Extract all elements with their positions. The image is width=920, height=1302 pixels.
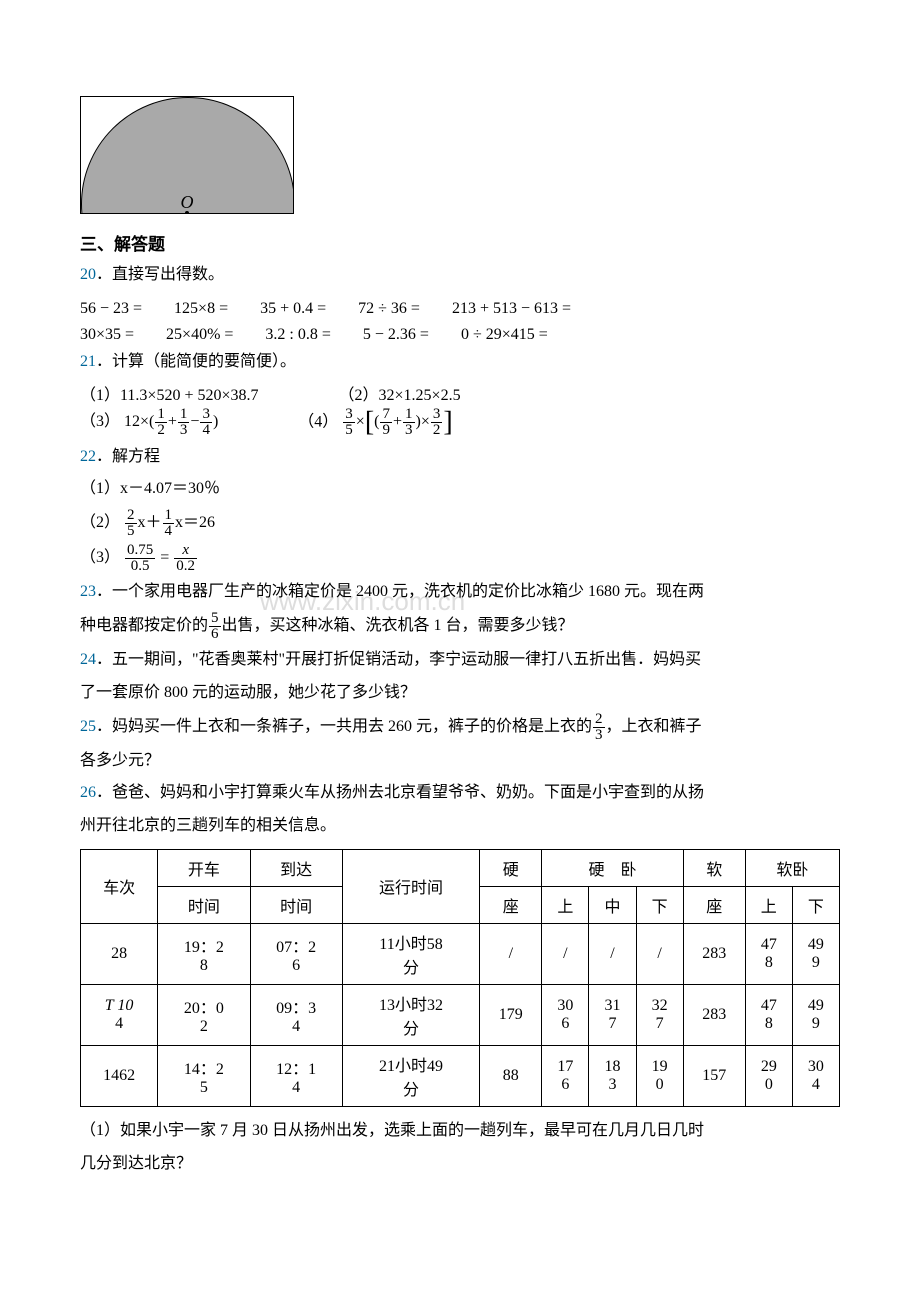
q24-num: 24 — [80, 651, 96, 668]
q26-text1: ．爸爸、妈妈和小宇打算乘火车从扬州去北京看望爷爷、奶奶。下面是小宇查到的从扬 — [96, 784, 704, 801]
q22-p2-label: （2） — [80, 514, 120, 531]
th-hard-sleeper: 硬 卧 — [542, 849, 683, 886]
th-duration: 运行时间 — [342, 849, 479, 923]
th-arrive-a: 到达 — [250, 849, 342, 886]
q22-num: 22 — [80, 448, 96, 465]
q24-line2: 了一套原价 800 元的运动服，她少花了多少钱？ — [80, 679, 840, 708]
q21-p3: （3） 12×(12+13−34) — [80, 407, 218, 439]
q26-sub1a: （1）如果小宇一家 7 月 30 日从扬州出发，选乘上面的一趟列车，最早可在几月… — [80, 1117, 840, 1146]
q23-wrap: www.zixin.com.cn 23．一个家用电器厂生产的冰箱定价是 2400… — [80, 578, 840, 642]
q21-row2: （3） 12×(12+13−34) （4） 35×[(79+13)×32] — [80, 407, 840, 439]
section-3-title: 三、解答题 — [80, 230, 840, 255]
th-arrive-b: 时间 — [250, 886, 342, 923]
table-header-row1: 车次 开车 到达 运行时间 硬 硬 卧 软 软卧 — [81, 849, 840, 886]
th-depart-a: 开车 — [158, 849, 250, 886]
th-soft-sleeper: 软卧 — [745, 849, 839, 886]
q22-p1-label: （1） — [80, 480, 120, 497]
q23-line2: 种电器都按定价的56出售，买这种冰箱、洗衣机各 1 台，需要多少钱？ — [80, 611, 840, 642]
q21-p4-expr: 35×[(79+13)×32] — [342, 413, 452, 430]
o-label: O — [181, 192, 194, 213]
q26-sub1b: 几分到达北京？ — [80, 1150, 840, 1179]
q23-line1: 23．一个家用电器厂生产的冰箱定价是 2400 元，洗衣机的定价比冰箱少 168… — [80, 578, 840, 607]
q23-text1: ．一个家用电器厂生产的冰箱定价是 2400 元，洗衣机的定价比冰箱少 1680 … — [96, 583, 704, 600]
q22-p1: （1）x－4.07＝30％ — [80, 475, 840, 504]
q26-num: 26 — [80, 784, 96, 801]
th-down: 下 — [636, 886, 683, 923]
q22: 22．解方程 — [80, 443, 840, 472]
q21-p2-label: （2） — [339, 387, 379, 404]
q21-row1: （1）11.3×520 + 520×38.7 （2）32×1.25×2.5 — [80, 381, 840, 405]
th-depart-b: 时间 — [158, 886, 250, 923]
q23-num: 23 — [80, 583, 96, 600]
q21-p3-expr: 12×(12+13−34) — [124, 413, 218, 430]
q21-p1-expr: 11.3×520 + 520×38.7 — [120, 387, 258, 404]
q21-num: 21 — [80, 353, 96, 370]
q23-text2a: 种电器都按定价的 — [80, 617, 208, 634]
q25-text1a: ．妈妈买一件上衣和一条裤子，一共用去 260 元，裤子的价格是上衣的 — [96, 718, 592, 735]
page-container: O 三、解答题 20．直接写出得数。 56 − 23 = 125×8 = 35 … — [0, 0, 920, 1207]
th-up: 上 — [542, 886, 589, 923]
q21: 21．计算（能简便的要简便）。 — [80, 348, 840, 377]
q26-line2: 州开往北京的三趟列车的相关信息。 — [80, 812, 840, 841]
q20-row2: 30×35 = 25×40% = 3.2 : 0.8 = 5 − 2.36 = … — [80, 320, 840, 344]
th-soft-down: 下 — [792, 886, 839, 923]
train-table: 车次 开车 到达 运行时间 硬 硬 卧 软 软卧 时间 时间 座 上 中 下 座… — [80, 849, 840, 1107]
q22-stem: ．解方程 — [96, 448, 160, 465]
q21-p4: （4） 35×[(79+13)×32] — [298, 407, 452, 439]
q21-p3-label: （3） — [80, 413, 120, 430]
th-soft-up: 上 — [745, 886, 792, 923]
th-hard-seat-b: 座 — [480, 886, 542, 923]
q21-p1-label: （1） — [80, 387, 120, 404]
table-row: 1462 14：25 12：14 21小时49分 88 176 183 190 … — [81, 1045, 840, 1106]
q25-text1b: ，上衣和裤子 — [606, 718, 702, 735]
th-hard-seat-a: 硬 — [480, 849, 542, 886]
q21-p2-expr: 32×1.25×2.5 — [379, 387, 461, 404]
q21-p1: （1）11.3×520 + 520×38.7 — [80, 381, 259, 405]
q20-row1: 56 − 23 = 125×8 = 35 + 0.4 = 72 ÷ 36 = 2… — [80, 294, 840, 318]
q23-text2b: 出售，买这种冰箱、洗衣机各 1 台，需要多少钱？ — [222, 617, 574, 634]
q22-p2: （2） 25x＋14x＝26 — [80, 508, 840, 539]
semicircle-figure: O — [80, 96, 294, 214]
q24-text1: ．五一期间，"花香奥莱村"开展打折促销活动，李宁运动服一律打八五折出售．妈妈买 — [96, 651, 701, 668]
q25-line1: 25．妈妈买一件上衣和一条裤子，一共用去 260 元，裤子的价格是上衣的23，上… — [80, 712, 840, 743]
table-row: T 104 20：02 09：34 13小时32分 179 306 317 32… — [81, 984, 840, 1045]
q21-stem: ．计算（能简便的要简便）。 — [96, 353, 296, 370]
q22-p3-label: （3） — [80, 549, 120, 566]
q21-p2: （2）32×1.25×2.5 — [339, 381, 461, 405]
q22-p3: （3） 0.750.5 = x0.2 — [80, 543, 840, 574]
th-soft-seat-b: 座 — [683, 886, 745, 923]
th-train-no: 车次 — [81, 849, 158, 923]
q22-p1-expr: x－4.07＝30％ — [120, 480, 220, 497]
q25-line2: 各多少元？ — [80, 747, 840, 776]
th-mid: 中 — [589, 886, 636, 923]
th-soft-seat-a: 软 — [683, 849, 745, 886]
q24-line1: 24．五一期间，"花香奥莱村"开展打折促销活动，李宁运动服一律打八五折出售．妈妈… — [80, 646, 840, 675]
q20-num: 20 — [80, 266, 96, 283]
q21-p4-label: （4） — [298, 413, 338, 430]
q25-num: 25 — [80, 718, 96, 735]
q20: 20．直接写出得数。 — [80, 261, 840, 290]
q22-p2-expr: 25x＋14x＝26 — [124, 514, 215, 531]
q22-p3-expr: 0.750.5 = x0.2 — [124, 549, 198, 566]
table-row: 28 19：28 07：26 11小时58分 / / / / 283 478 4… — [81, 923, 840, 984]
q20-stem: ．直接写出得数。 — [96, 266, 224, 283]
q26-line1: 26．爸爸、妈妈和小宇打算乘火车从扬州去北京看望爷爷、奶奶。下面是小宇查到的从扬 — [80, 779, 840, 808]
